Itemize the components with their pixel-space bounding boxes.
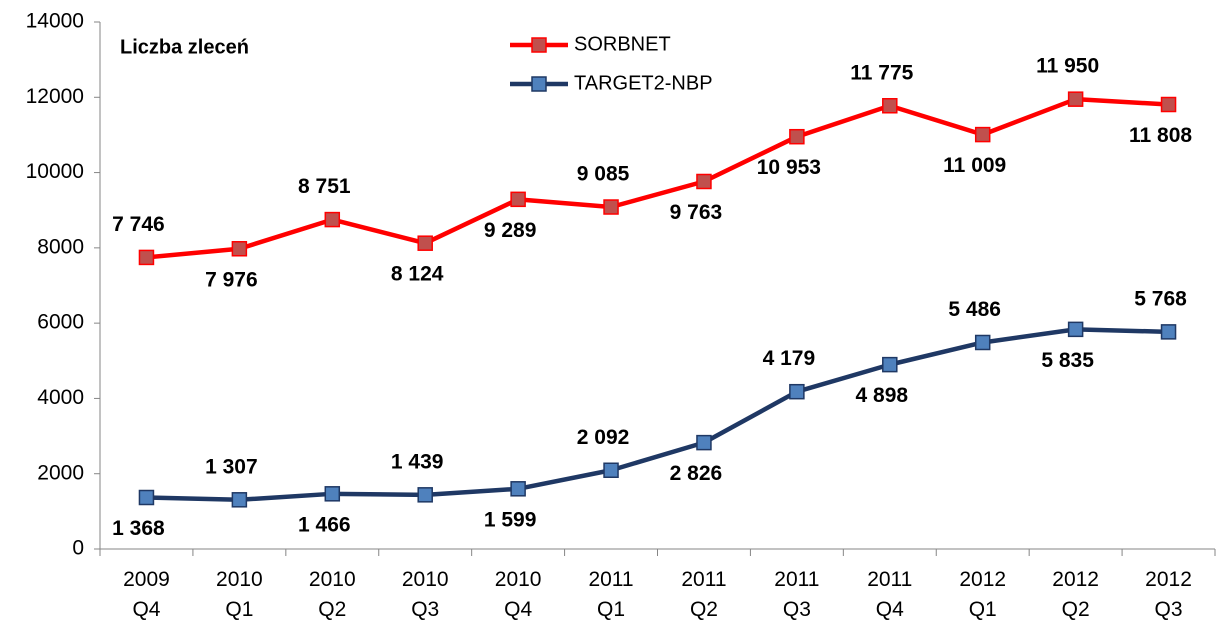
marker <box>696 434 712 451</box>
x-tick-label: 2012 Q2 <box>1052 568 1099 621</box>
marker <box>603 462 619 479</box>
marker <box>882 356 898 373</box>
y-tick-label: 10000 <box>26 160 84 183</box>
x-tick-label: 2012 Q1 <box>959 568 1007 621</box>
marker <box>1067 91 1084 107</box>
marker <box>974 126 991 143</box>
x-tick-label: 2010 Q2 <box>308 568 356 621</box>
data-label: 2 826 <box>670 462 723 485</box>
marker <box>417 487 433 503</box>
x-tick-label: 2011 Q2 <box>681 568 727 621</box>
x-tick-label: 2012 Q3 <box>1145 568 1192 621</box>
data-label: 11 808 <box>1129 124 1192 147</box>
legend-label: SORBNET <box>574 33 671 55</box>
data-label: 11 775 <box>850 61 913 84</box>
data-label: 11 950 <box>1036 55 1099 78</box>
data-label: 1 307 <box>205 455 258 478</box>
data-label: 5 835 <box>1041 349 1094 372</box>
x-tick-label: 2010 Q4 <box>494 568 542 621</box>
marker <box>510 191 526 208</box>
legend-label: TARGET2-NBP <box>574 72 713 94</box>
marker <box>1160 324 1177 340</box>
data-label: 1 599 <box>484 508 537 531</box>
x-tick-label: 2009 Q4 <box>123 568 170 621</box>
data-label: 7 746 <box>112 213 165 236</box>
data-label: 7 976 <box>205 268 258 291</box>
marker <box>789 383 805 400</box>
chart-title: Liczba zleceń <box>120 36 249 58</box>
marker <box>138 489 155 506</box>
data-label: 4 898 <box>856 384 909 407</box>
marker <box>1160 96 1177 113</box>
data-label: 9 763 <box>670 201 723 224</box>
series-line <box>146 96 1169 260</box>
data-label: 10 953 <box>757 156 821 179</box>
y-tick-label: 12000 <box>26 85 84 108</box>
y-tick-label: 0 <box>72 537 84 560</box>
data-label: 11 009 <box>943 154 1006 177</box>
data-label: 8 751 <box>298 175 351 198</box>
marker <box>138 249 155 266</box>
y-tick-label: 6000 <box>37 311 84 334</box>
x-tick-label: 2011 Q1 <box>588 568 634 621</box>
y-tick-label: 2000 <box>37 461 84 484</box>
legend-marker <box>531 76 547 92</box>
marker <box>231 492 248 508</box>
marker <box>882 98 898 114</box>
marker <box>974 334 991 351</box>
y-tick-label: 14000 <box>26 10 84 33</box>
series-line <box>146 327 1169 503</box>
marker <box>789 128 805 145</box>
marker <box>417 235 433 251</box>
y-tick-label: 8000 <box>37 235 84 258</box>
data-label: 5 486 <box>948 298 1001 321</box>
data-label: 9 085 <box>577 163 630 186</box>
data-label: 9 289 <box>484 219 537 242</box>
marker <box>696 173 712 190</box>
data-label: 1 466 <box>298 513 351 536</box>
y-tick-label: 4000 <box>37 386 84 409</box>
x-tick-label: 2011 Q3 <box>774 568 820 621</box>
data-label: 4 179 <box>763 347 816 370</box>
x-tick-label: 2011 Q4 <box>867 568 913 621</box>
marker <box>603 199 619 215</box>
data-label: 1 368 <box>112 517 165 540</box>
marker <box>1067 321 1084 338</box>
x-tick-label: 2010 Q3 <box>401 568 449 621</box>
data-label: 8 124 <box>391 263 444 286</box>
data-label: 5 768 <box>1134 287 1187 310</box>
marker <box>324 211 341 228</box>
legend-marker <box>531 37 547 53</box>
data-label: 1 439 <box>391 450 444 473</box>
data-label: 2 092 <box>577 426 630 449</box>
marker <box>324 486 341 502</box>
marker <box>510 481 526 497</box>
marker <box>231 241 248 257</box>
x-tick-label: 2010 Q1 <box>216 568 263 621</box>
